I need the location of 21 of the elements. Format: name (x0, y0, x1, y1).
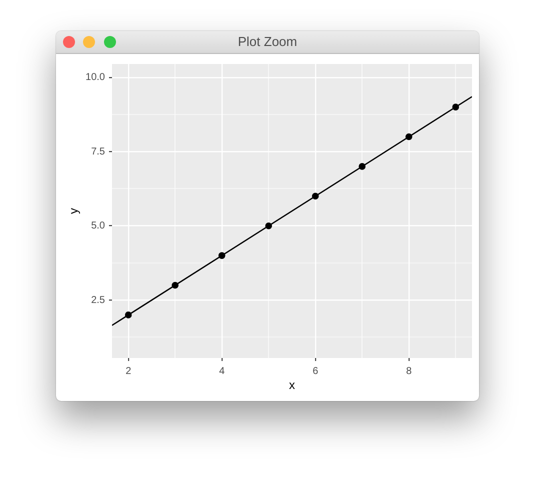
point (358, 163, 366, 170)
chart-title: Plot Zoom (236, 34, 298, 50)
x-tick-label: 8 (406, 366, 412, 377)
point (218, 252, 226, 259)
y-tick-label: 5.0 (91, 220, 106, 232)
x-tick-label: 4 (219, 366, 226, 377)
point (265, 222, 272, 230)
y-tick-label: 10.0 (86, 72, 106, 84)
point (452, 104, 460, 110)
y-tick-label: 7.5 (91, 146, 106, 158)
y-axis-title: y (66, 208, 81, 214)
x-axis-title: x (289, 378, 295, 392)
point (172, 282, 179, 289)
point (405, 133, 412, 140)
x-tick-label: 6 (312, 366, 319, 377)
y-tick-label: 2.5 (91, 294, 106, 306)
window: Plot Zoom x y 2 4 6 8 2.5 5.0 7.5 10.0 (56, 31, 479, 401)
title-bar: Plot Zoom (56, 31, 479, 54)
point (124, 312, 132, 318)
x-tick-label: 2 (126, 366, 132, 377)
point (312, 192, 319, 200)
